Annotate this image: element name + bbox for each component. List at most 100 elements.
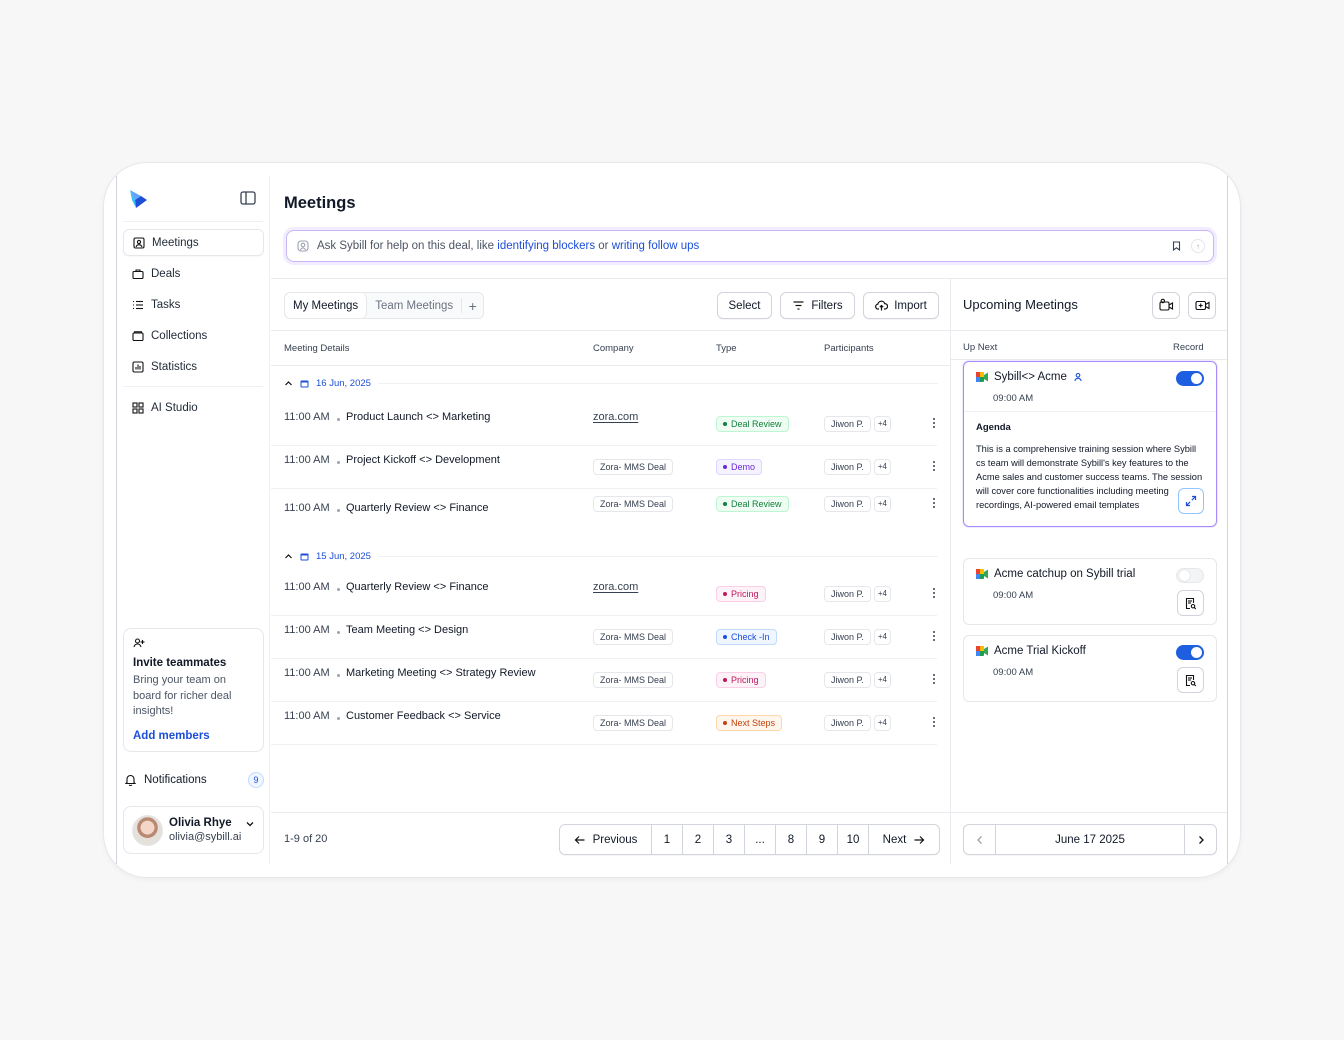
divider	[271, 278, 1227, 279]
separator-dot	[337, 509, 340, 512]
more-options-icon[interactable]	[933, 631, 936, 643]
tab-team-meetings[interactable]: Team Meetings	[375, 299, 454, 312]
page-button[interactable]: 2	[683, 825, 714, 854]
meeting-type-label: Pricing	[731, 589, 759, 599]
participants[interactable]: Jiwon P. +4	[824, 586, 891, 602]
record-toggle[interactable]	[1176, 645, 1204, 660]
tab-my-meetings[interactable]: My Meetings	[285, 293, 368, 318]
current-date-label[interactable]: June 17 2025	[995, 825, 1185, 854]
table-row[interactable]: 11:00 AM Marketing Meeting <> Strategy Re…	[271, 659, 937, 702]
next-page-button[interactable]: Next	[869, 825, 939, 854]
more-participants-chip: +4	[873, 496, 891, 512]
sidebar-item-collections[interactable]: Collections	[123, 322, 264, 349]
main-content: Meetings Ask Sybill for help on this dea…	[271, 176, 1227, 864]
previous-date-button[interactable]	[964, 825, 995, 854]
avatar	[132, 814, 163, 846]
meeting-type-label: Deal Review	[731, 499, 782, 509]
user-menu[interactable]: Olivia Rhye olivia@sybill.ai	[123, 806, 264, 854]
company-tag[interactable]: Zora- MMS Deal	[593, 496, 674, 512]
bookmark-icon[interactable]	[1172, 241, 1181, 251]
add-tab-button[interactable]: +	[461, 298, 483, 314]
more-options-icon[interactable]	[933, 461, 936, 473]
meeting-title[interactable]: Team Meeting <> Design	[346, 624, 469, 636]
more-options-icon[interactable]	[933, 588, 936, 600]
sidebar-divider	[123, 386, 263, 387]
meeting-title[interactable]: Project Kickoff <> Development	[346, 454, 500, 466]
sidebar-divider	[123, 221, 263, 222]
more-options-icon[interactable]	[933, 674, 936, 686]
company-link[interactable]: zora.com	[593, 411, 639, 423]
sidebar-item-tasks[interactable]: Tasks	[123, 291, 264, 318]
page-button[interactable]: 10	[838, 825, 869, 854]
participants[interactable]: Jiwon P. +4	[824, 672, 891, 688]
company-link[interactable]: zora.com	[593, 581, 639, 593]
sidebar-collapse-icon[interactable]	[240, 191, 256, 205]
company-tag[interactable]: Zora- MMS Deal	[593, 459, 674, 475]
company-tag[interactable]: Zora- MMS Deal	[593, 715, 674, 731]
participants[interactable]: Jiwon P. +4	[824, 715, 891, 731]
meeting-title: Acme Trial Kickoff	[994, 645, 1086, 657]
import-button[interactable]: Import	[863, 292, 939, 319]
company-tag[interactable]: Zora- MMS Deal	[593, 672, 674, 688]
record-toggle[interactable]	[1176, 568, 1204, 583]
page-button[interactable]: 1	[652, 825, 683, 854]
meeting-title[interactable]: Customer Feedback <> Service	[346, 710, 501, 722]
meeting-notes-button[interactable]	[1177, 667, 1204, 693]
company-tag[interactable]: Zora- MMS Deal	[593, 629, 674, 645]
page-button[interactable]: 3	[714, 825, 745, 854]
table-row[interactable]: 11:00 AM Product Launch <> Marketing zora.…	[271, 403, 937, 446]
table-row[interactable]: 11:00 AM Team Meeting <> Design Zora- MMS …	[271, 616, 937, 659]
meeting-notes-button[interactable]	[1177, 590, 1204, 616]
participants[interactable]: Jiwon P. +4	[824, 416, 891, 432]
meeting-title[interactable]: Quarterly Review <> Finance	[346, 581, 489, 593]
divider	[271, 365, 950, 366]
suggestion-writing-follow-ups[interactable]: writing follow ups	[611, 240, 700, 252]
sidebar-item-statistics[interactable]: Statistics	[123, 353, 264, 380]
add-members-link[interactable]: Add members	[133, 729, 210, 742]
table-row[interactable]: 11:00 AM Quarterly Review <> Finance Zora-…	[271, 489, 937, 544]
meeting-type-badge: Pricing	[716, 586, 766, 602]
send-arrow-icon[interactable]: ↑	[1191, 239, 1205, 253]
ask-sybill-input[interactable]: Ask Sybill for help on this deal, like i…	[286, 230, 1214, 262]
notifications-item[interactable]: Notifications 9	[125, 772, 264, 788]
expand-button[interactable]	[1178, 488, 1204, 514]
more-options-icon[interactable]	[933, 498, 936, 510]
table-row[interactable]: 11:00 AM Quarterly Review <> Finance zora.…	[271, 573, 937, 616]
invite-title: Invite teammates	[133, 657, 227, 669]
participants[interactable]: Jiwon P. +4	[824, 459, 891, 475]
user-email: olivia@sybill.ai	[169, 831, 242, 843]
sidebar-item-ai-studio[interactable]: AI Studio	[123, 394, 264, 421]
chevron-down-icon[interactable]	[245, 819, 255, 829]
sidebar-item-meetings[interactable]: Meetings	[123, 229, 264, 256]
previous-page-button[interactable]: Previous	[560, 825, 652, 854]
suggestion-identifying-blockers[interactable]: identifying blockers	[497, 240, 596, 252]
record-meeting-button[interactable]	[1152, 292, 1180, 319]
more-options-icon[interactable]	[933, 717, 936, 729]
meeting-type-label: Check -In	[731, 632, 770, 642]
record-toggle[interactable]	[1176, 371, 1204, 386]
chevron-up-icon[interactable]	[284, 379, 293, 388]
table-row[interactable]: 11:00 AM Customer Feedback <> Service Zora…	[271, 702, 937, 745]
upcoming-meeting-card[interactable]: Acme Trial Kickoff 09:00 AM	[963, 635, 1217, 702]
participant-chip: Jiwon P.	[824, 629, 871, 645]
table-row[interactable]: 11:00 AM Project Kickoff <> Development Zo…	[271, 446, 937, 489]
meeting-title[interactable]: Quarterly Review <> Finance	[346, 502, 489, 514]
meeting-title[interactable]: Product Launch <> Marketing	[346, 411, 491, 423]
page-button[interactable]: 9	[807, 825, 838, 854]
participants[interactable]: Jiwon P. +4	[824, 496, 891, 512]
meeting-title[interactable]: Marketing Meeting <> Strategy Review	[346, 667, 536, 679]
upcoming-meeting-card[interactable]: Sybill<> Acme 09:00 AM Agenda This is a …	[963, 361, 1217, 527]
participant-chip: Jiwon P.	[824, 496, 871, 512]
filters-button[interactable]: Filters	[780, 292, 855, 319]
next-date-button[interactable]	[1185, 825, 1216, 854]
select-button[interactable]: Select	[717, 292, 772, 319]
more-options-icon[interactable]	[933, 418, 936, 430]
date-group-header[interactable]: 15 Jun, 2025	[284, 549, 938, 563]
participants[interactable]: Jiwon P. +4	[824, 629, 891, 645]
page-button[interactable]: 8	[776, 825, 807, 854]
chevron-up-icon[interactable]	[284, 552, 293, 561]
add-meeting-button[interactable]	[1188, 292, 1216, 319]
upcoming-meeting-card[interactable]: Acme catchup on Sybill trial 09:00 AM	[963, 558, 1217, 625]
date-group-header[interactable]: 16 Jun, 2025	[284, 376, 938, 390]
sidebar-item-deals[interactable]: Deals	[123, 260, 264, 287]
